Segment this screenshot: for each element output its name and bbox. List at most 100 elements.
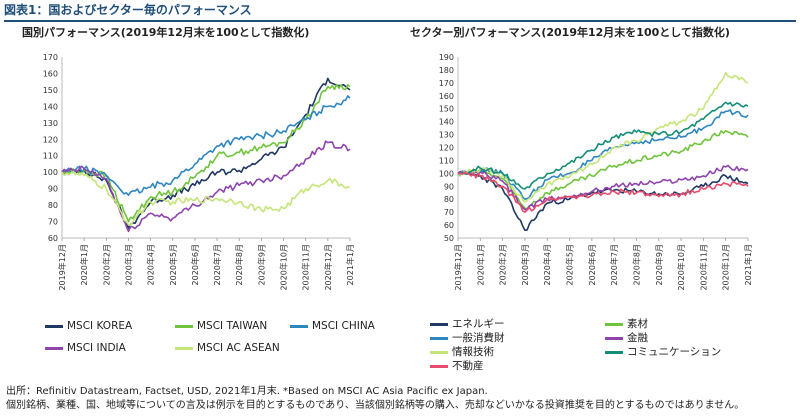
country-legend-item: MSCI CHINA <box>290 320 375 332</box>
country-legend-item: MSCI TAIWAN <box>175 320 267 332</box>
country-legend-label: MSCI KOREA <box>67 320 133 332</box>
country-legend-label: MSCI CHINA <box>312 320 375 332</box>
sector-y-tick-label: 60 <box>444 221 454 230</box>
sector-y-tick-label: 190 <box>439 53 454 62</box>
sector-series-line <box>458 171 749 213</box>
country-x-tick-label: 2020年9月 <box>256 244 266 285</box>
sector-y-tick-label: 140 <box>439 118 454 127</box>
country-x-tick-label: 2021年1月 <box>345 244 355 285</box>
country-y-tick-label: 120 <box>43 135 58 144</box>
sector-legend-label: 金融 <box>627 332 648 344</box>
sector-y-tick-label: 130 <box>439 131 454 140</box>
sector-legend-item: コミュニケーション <box>605 344 721 359</box>
sector-legend-swatch <box>605 350 623 354</box>
chart-title-sector: セクター別パフォーマンス(2019年12月末を100として指数化) <box>410 26 730 39</box>
country-y-tick-label: 140 <box>43 102 58 111</box>
sector-y-tick-label: 150 <box>439 105 454 114</box>
country-x-tick-label: 2020年6月 <box>190 244 200 285</box>
country-legend-item: MSCI INDIA <box>45 342 126 354</box>
sector-legend-item: 不動産 <box>430 358 484 373</box>
country-x-tick-label: 2020年1月 <box>79 244 89 285</box>
sector-legend-label: コミュニケーション <box>627 346 722 358</box>
sector-series-line <box>457 101 749 190</box>
source-line-2: 個別銘柄、業種、国、地域等についての言及は例示を目的とするものであり、当該個別銘… <box>6 400 745 411</box>
country-legend-item: MSCI AC ASEAN <box>175 342 280 354</box>
country-x-tick-label: 2020年3月 <box>123 244 133 285</box>
sector-x-tick-label: 2020年10月 <box>676 244 686 291</box>
country-y-tick-label: 100 <box>43 168 58 177</box>
sector-y-tick-label: 160 <box>439 92 454 101</box>
sector-legend-label: 不動産 <box>452 360 484 372</box>
sector-x-tick-label: 2019年12月 <box>453 244 463 291</box>
sector-legend-label: 素材 <box>627 318 648 330</box>
country-x-tick-label: 2020年8月 <box>234 244 244 285</box>
sector-x-tick-label: 2020年7月 <box>609 244 619 285</box>
source-line-1: 出所：Refinitiv Datastream, Factset, USD, 2… <box>6 386 488 397</box>
sector-x-tick-label: 2021年1月 <box>743 244 753 285</box>
country-x-tick-label: 2020年5月 <box>168 244 178 285</box>
sector-x-tick-label: 2020年9月 <box>654 244 664 285</box>
country-x-tick-label: 2020年2月 <box>101 244 111 285</box>
sector-series-line <box>457 71 749 203</box>
sector-legend-swatch <box>605 336 623 340</box>
sector-legend-item: 素材 <box>605 316 648 331</box>
sector-legend-swatch <box>430 322 448 326</box>
sector-x-tick-label: 2020年3月 <box>520 244 530 285</box>
sector-x-tick-label: 2020年6月 <box>587 244 597 285</box>
sector-y-tick-label: 80 <box>444 195 454 204</box>
country-x-tick-label: 2020年7月 <box>212 244 222 285</box>
country-series-line <box>61 83 351 223</box>
sector-x-tick-label: 2020年2月 <box>498 244 508 285</box>
sector-legend-swatch <box>430 336 448 340</box>
country-y-tick-label: 110 <box>43 152 58 161</box>
country-legend-swatch <box>45 324 63 328</box>
country-legend: MSCI KOREA MSCI TAIWAN MSCI CHINA MSCI INDI… <box>45 320 385 360</box>
country-y-tick-label: 90 <box>48 185 58 194</box>
sector-y-tick-label: 100 <box>439 169 454 178</box>
sector-y-tick-label: 50 <box>444 234 454 243</box>
sector-x-tick-label: 2020年1月 <box>475 244 485 285</box>
country-x-tick-label: 2020年12月 <box>323 244 333 291</box>
country-legend-label: MSCI INDIA <box>67 342 126 354</box>
sector-y-tick-label: 70 <box>444 208 454 217</box>
sector-series-line <box>457 164 749 211</box>
sector-y-tick-label: 90 <box>444 182 454 191</box>
sector-performance-chart: 50 60 70 80 90 100 110 120 130 140 150 160 170 180 190… <box>439 53 753 291</box>
sector-legend-swatch <box>430 350 448 354</box>
country-legend-swatch <box>175 324 193 328</box>
sector-legend-label: 一般消費財 <box>452 332 505 344</box>
figure-title: 図表1：国およびセクター毎のパフォーマンス <box>4 3 796 22</box>
country-y-tick-label: 170 <box>43 53 58 62</box>
sector-x-tick-label: 2020年5月 <box>565 244 575 285</box>
country-y-tick-label: 160 <box>43 69 58 78</box>
chart-title-country: 国別パフォーマンス(2019年12月末を100として指数化) <box>22 26 310 39</box>
sector-x-tick-label: 2020年4月 <box>542 244 552 285</box>
sector-legend-label: 情報技術 <box>452 346 494 358</box>
country-x-tick-label: 2020年10月 <box>279 244 289 291</box>
sector-series-line <box>457 129 749 210</box>
sector-legend-swatch <box>605 322 623 326</box>
sector-legend-item: 情報技術 <box>430 344 494 359</box>
sector-legend-item: 一般消費財 <box>430 330 505 345</box>
sector-y-tick-label: 120 <box>439 144 454 153</box>
country-y-tick-label: 150 <box>43 86 58 95</box>
sector-legend-label: エネルギー <box>452 318 505 330</box>
country-performance-chart: 60 70 80 90 100 110 120 130 140 150 160 170 2019年12月… <box>43 53 355 291</box>
source-note: 出所：Refinitiv Datastream, Factset, USD, 2… <box>6 385 744 413</box>
country-series-line <box>61 170 351 227</box>
sector-legend-item: エネルギー <box>430 316 505 331</box>
sector-y-tick-label: 180 <box>439 66 454 75</box>
country-legend-swatch <box>290 324 308 328</box>
country-series-line <box>61 95 351 196</box>
country-x-tick-label: 2020年4月 <box>146 244 156 285</box>
sector-legend-item: 金融 <box>605 330 648 345</box>
sector-x-tick-label: 2020年12月 <box>721 244 731 291</box>
sector-legend-swatch <box>430 364 448 368</box>
sector-x-tick-label: 2020年11月 <box>698 244 708 291</box>
sector-x-tick-label: 2020年8月 <box>631 244 641 285</box>
country-y-tick-label: 130 <box>43 119 58 128</box>
country-legend-label: MSCI AC ASEAN <box>197 342 280 354</box>
country-x-tick-label: 2020年11月 <box>301 244 311 291</box>
sector-y-tick-label: 170 <box>439 79 454 88</box>
country-y-tick-label: 70 <box>48 218 58 227</box>
